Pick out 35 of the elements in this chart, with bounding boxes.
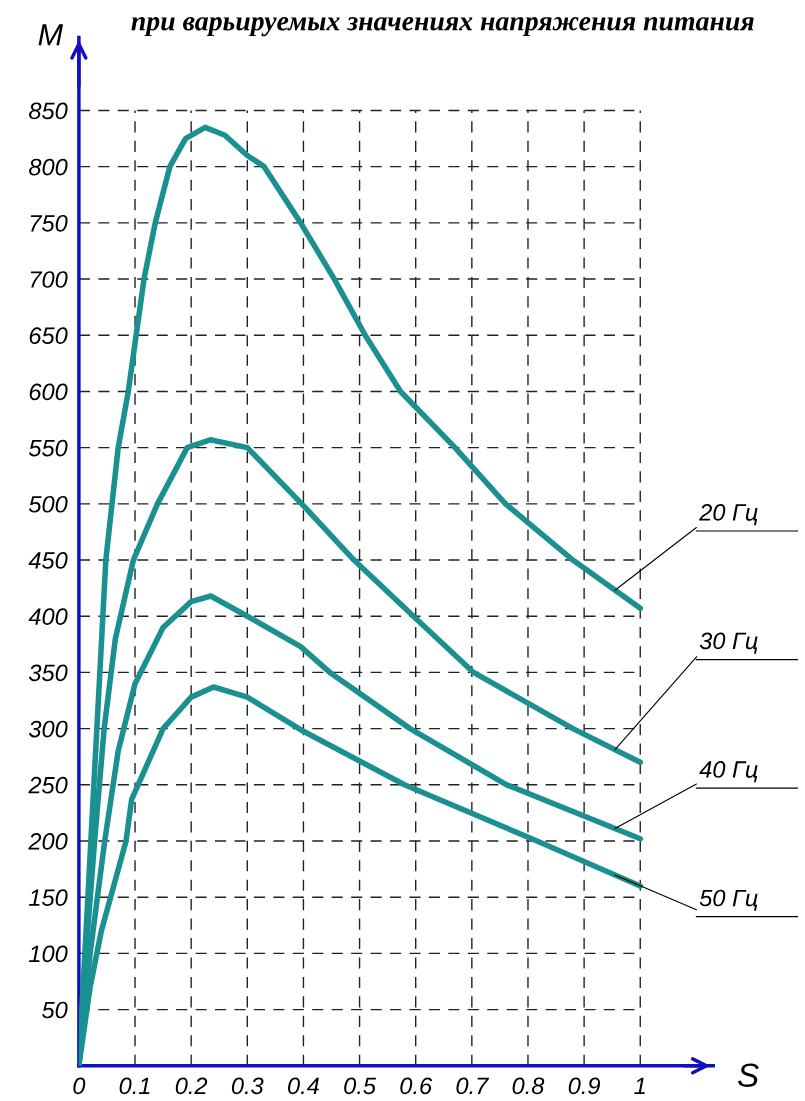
x-tick-label: 0.5	[344, 1077, 377, 1095]
y-tick-label: 450	[28, 552, 68, 569]
y-tick-label: 300	[28, 720, 68, 738]
text: 50 Гц	[699, 889, 758, 911]
x-tick-label: 0.8	[512, 1077, 545, 1095]
y-tick-label: 650	[29, 327, 68, 345]
text: 40 Гц	[699, 761, 758, 783]
y-tick-label: 400	[28, 608, 68, 626]
y-tick-label: 800	[29, 158, 68, 176]
x-tick-label: 1	[634, 1077, 645, 1094]
text: 20 Гц	[699, 504, 758, 526]
y-tick-label: 100	[29, 945, 68, 963]
x-tick-label: 0.1	[119, 1077, 150, 1095]
y-tick-label: 350	[28, 664, 68, 682]
x-tick-label: 0	[73, 1077, 86, 1095]
y-tick-label: 200	[28, 833, 68, 850]
y-axis-title: M	[38, 24, 64, 46]
y-tick-label: 250	[28, 776, 68, 794]
x-tick-label: 0.9	[568, 1077, 601, 1095]
y-tick-label: 150	[29, 889, 68, 906]
x-tick-label: 0.4	[288, 1077, 319, 1095]
x-tick-label: 0.6	[400, 1077, 433, 1095]
chart-title: при варьируемых значениях напряжения питания	[131, 17, 754, 37]
y-tick-label: 700	[30, 271, 68, 288]
y-tick-label: 850	[29, 102, 68, 120]
y-tick-label: 50	[42, 1001, 68, 1019]
text: 30 Гц	[699, 632, 758, 654]
y-tick-label: 500	[28, 495, 68, 513]
x-tick-label: 0.2	[175, 1077, 208, 1095]
y-tick-label: 750	[30, 214, 68, 232]
x-tick-label: 0.3	[231, 1077, 264, 1095]
y-tick-label: 600	[29, 383, 68, 401]
x-tick-label: 0.7	[456, 1077, 489, 1095]
y-tick-label: 550	[28, 439, 68, 457]
x-axis-title: S	[737, 1063, 759, 1088]
